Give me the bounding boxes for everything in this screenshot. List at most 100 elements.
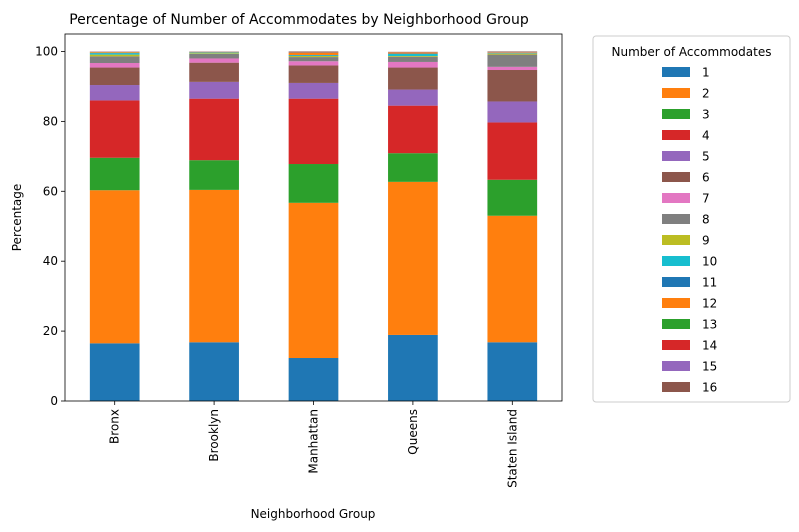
bar-segment-queens-5 [388, 89, 438, 106]
legend-label-7: 7 [702, 192, 710, 206]
bar-segment-manhattan-16 [288, 51, 339, 53]
legend-swatch-12 [662, 298, 690, 308]
legend-label-5: 5 [702, 150, 710, 164]
legend-swatch-6 [662, 172, 690, 182]
x-tick-label: Bronx [108, 409, 122, 444]
legend-title: Number of Accommodates [612, 45, 772, 59]
bar-segment-bronx-12 [89, 52, 140, 53]
x-axis-label: Neighborhood Group [251, 507, 376, 521]
legend-label-9: 9 [702, 234, 710, 248]
legend-swatch-7 [662, 193, 690, 203]
x-tick-label: Queens [406, 409, 420, 455]
bar-segment-bronx-5 [89, 85, 140, 101]
bar-segment-bronx-8 [89, 56, 140, 64]
legend-label-1: 1 [702, 66, 710, 80]
bar-segment-queens-2 [388, 181, 438, 335]
bar-segment-brooklyn-1 [189, 342, 239, 401]
bar-segment-staten-island-4 [487, 122, 538, 180]
bar-segment-staten-island-9 [487, 53, 538, 55]
y-axis-label: Percentage [10, 184, 24, 252]
bar-segment-brooklyn-9 [189, 53, 239, 54]
bar-segment-brooklyn-7 [189, 58, 239, 63]
bar-segment-manhattan-4 [288, 98, 339, 165]
bar-segment-queens-4 [388, 105, 438, 154]
y-tick-label: 0 [50, 394, 58, 408]
x-tick-label: Brooklyn [207, 409, 221, 462]
legend-label-8: 8 [702, 213, 710, 227]
bar-segment-staten-island-1 [487, 342, 538, 401]
legend-swatch-16 [662, 382, 690, 392]
bar-segment-queens-8 [388, 56, 438, 62]
bar-segment-manhattan-7 [288, 61, 339, 66]
legend-label-11: 11 [702, 276, 717, 290]
bar-segment-staten-island-16 [487, 51, 538, 52]
y-tick-label: 100 [35, 44, 58, 58]
legend-swatch-15 [662, 361, 690, 371]
bar-segment-bronx-6 [89, 67, 140, 86]
y-tick-label: 80 [43, 114, 58, 128]
legend-label-10: 10 [702, 255, 717, 269]
legend-swatch-11 [662, 277, 690, 287]
legend-swatch-10 [662, 256, 690, 266]
x-tick-label: Staten Island [505, 409, 519, 488]
y-tick-label: 40 [43, 254, 58, 268]
bar-segment-bronx-2 [89, 190, 140, 344]
legend-label-13: 13 [702, 318, 717, 332]
bar-segment-queens-12 [388, 52, 438, 54]
legend-label-2: 2 [702, 87, 710, 101]
bar-segment-queens-10 [388, 53, 438, 57]
bar-segment-manhattan-8 [288, 57, 339, 62]
legend-label-12: 12 [702, 297, 717, 311]
legend-swatch-2 [662, 88, 690, 98]
bar-segment-manhattan-10 [288, 55, 339, 57]
bar-segment-brooklyn-6 [189, 62, 239, 82]
legend-label-16: 16 [702, 381, 717, 395]
bar-segment-brooklyn-8 [189, 53, 239, 59]
y-axis: 0 20 40 60 80 100 [35, 44, 65, 408]
legend-label-4: 4 [702, 129, 710, 143]
bar-segment-queens-6 [388, 67, 438, 90]
bar-segment-bronx-9 [89, 54, 140, 57]
bar-segment-manhattan-3 [288, 164, 339, 203]
legend-swatch-3 [662, 109, 690, 119]
bar-segment-bronx-10 [89, 53, 140, 55]
legend-label-6: 6 [702, 171, 710, 185]
y-tick-label: 20 [43, 324, 58, 338]
bar-segment-bronx-1 [89, 343, 140, 401]
legend-frame [592, 35, 791, 403]
legend-swatch-4 [662, 130, 690, 140]
bar-segment-bronx-4 [89, 100, 140, 158]
legend-label-15: 15 [702, 360, 717, 374]
legend-swatch-8 [662, 214, 690, 224]
bar-segment-queens-3 [388, 153, 438, 182]
bar-segment-manhattan-6 [288, 65, 339, 83]
bar-segment-queens-9 [388, 56, 438, 57]
bar-segment-staten-island-7 [487, 66, 538, 71]
bar-segment-staten-island-8 [487, 54, 538, 67]
bar-segment-manhattan-5 [288, 82, 339, 99]
bar-segment-manhattan-12 [288, 52, 339, 55]
bar-segment-staten-island-5 [487, 101, 538, 123]
x-tick-label: Manhattan [307, 409, 321, 474]
legend-label-14: 14 [702, 339, 717, 353]
legend-label-3: 3 [702, 108, 710, 122]
bar-segment-brooklyn-3 [189, 160, 239, 190]
bar-segment-manhattan-1 [288, 358, 339, 401]
legend: Number of Accommodates 12345678910111213… [592, 35, 791, 403]
bar-segment-brooklyn-2 [189, 189, 239, 343]
bar-segment-staten-island-2 [487, 215, 538, 343]
bar-segment-manhattan-9 [288, 56, 339, 58]
legend-swatch-1 [662, 67, 690, 77]
bar-segment-brooklyn-10 [189, 52, 239, 54]
legend-swatch-9 [662, 235, 690, 245]
bar-segment-brooklyn-4 [189, 98, 239, 161]
bar-segment-staten-island-6 [487, 70, 538, 102]
legend-swatch-13 [662, 319, 690, 329]
bar-segment-queens-1 [388, 334, 438, 401]
bar-segment-brooklyn-5 [189, 81, 239, 99]
y-tick-label: 60 [43, 184, 58, 198]
legend-swatch-5 [662, 151, 690, 161]
bar-segment-bronx-3 [89, 157, 140, 191]
bar-segment-queens-7 [388, 61, 438, 68]
